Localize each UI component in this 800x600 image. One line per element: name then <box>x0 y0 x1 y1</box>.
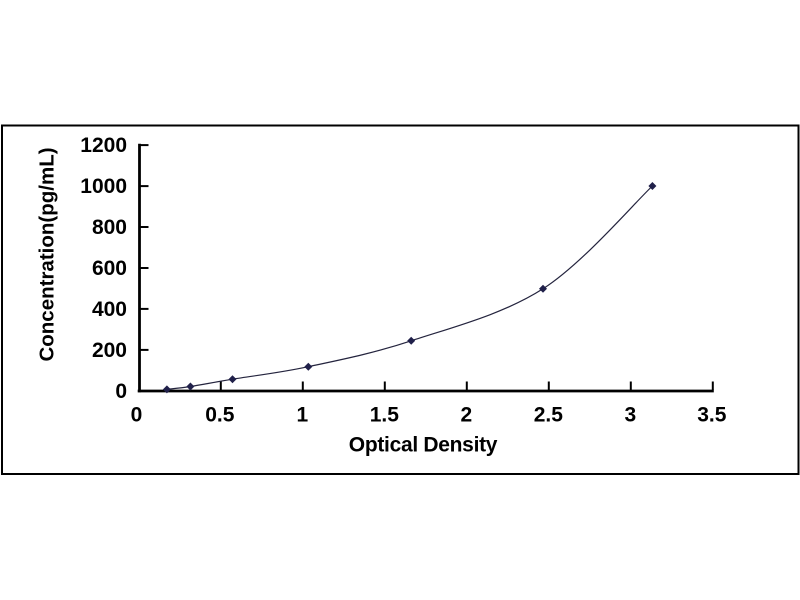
svg-text:3: 3 <box>624 404 636 427</box>
svg-text:2: 2 <box>460 404 472 427</box>
svg-text:0: 0 <box>115 380 127 403</box>
svg-text:600: 600 <box>92 257 127 280</box>
svg-text:0.5: 0.5 <box>205 404 235 427</box>
svg-text:400: 400 <box>92 298 127 321</box>
svg-text:1: 1 <box>296 404 308 427</box>
svg-text:800: 800 <box>92 216 127 239</box>
svg-text:Optical Density: Optical Density <box>349 434 498 457</box>
svg-text:1200: 1200 <box>80 134 127 157</box>
svg-text:200: 200 <box>92 339 127 362</box>
svg-text:2.5: 2.5 <box>534 404 564 427</box>
svg-text:Concentration(pg/mL): Concentration(pg/mL) <box>36 147 59 361</box>
svg-text:1.5: 1.5 <box>370 404 400 427</box>
svg-text:1000: 1000 <box>80 175 127 198</box>
svg-text:3.5: 3.5 <box>697 404 727 427</box>
svg-text:0: 0 <box>131 404 143 427</box>
